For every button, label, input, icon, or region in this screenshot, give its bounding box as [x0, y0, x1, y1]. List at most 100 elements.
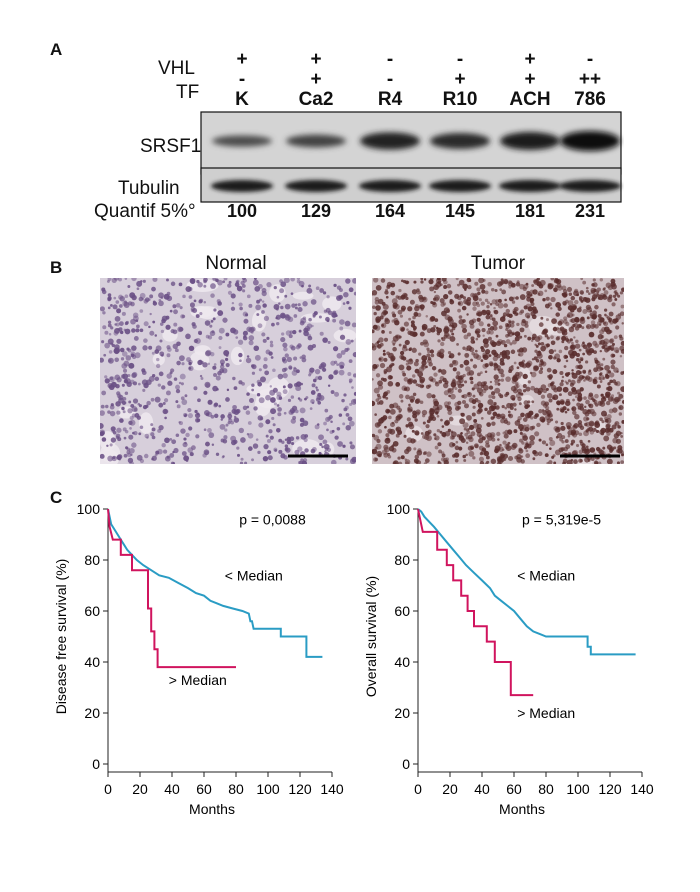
cell-nucleus: [563, 365, 567, 368]
y-axis-label: Disease free survival (%): [53, 559, 69, 715]
cell-nucleus: [129, 415, 134, 420]
cell-nucleus: [188, 345, 195, 351]
cell-nucleus: [518, 447, 523, 452]
cell-nucleus: [463, 403, 469, 409]
cell-nucleus: [611, 342, 615, 346]
cell-nucleus: [383, 357, 388, 362]
cell-nucleus: [412, 331, 418, 337]
cell-nucleus: [161, 443, 166, 448]
cell-nucleus: [556, 407, 560, 411]
cell-nucleus: [129, 461, 135, 464]
cell-nucleus: [465, 348, 469, 352]
cell-nucleus: [590, 397, 594, 401]
cell-nucleus: [454, 386, 458, 391]
lane-name: 786: [574, 89, 606, 110]
cell-nucleus: [245, 357, 252, 364]
cell-nucleus: [210, 283, 216, 289]
cell-nucleus: [456, 380, 462, 386]
cell-nucleus: [545, 387, 549, 391]
cell-nucleus: [119, 347, 125, 353]
cell-nucleus: [605, 400, 611, 406]
cell-nucleus: [462, 393, 468, 399]
cell-nucleus: [564, 439, 569, 443]
cell-nucleus: [601, 367, 604, 371]
cell-nucleus: [550, 296, 556, 303]
cell-nucleus: [620, 460, 624, 464]
cell-nucleus: [519, 294, 526, 300]
cell-nucleus: [186, 357, 192, 363]
cell-nucleus: [174, 348, 179, 353]
cell-nucleus: [100, 410, 105, 416]
cell-nucleus: [604, 364, 610, 371]
cell-nucleus: [467, 427, 471, 431]
cell-nucleus: [585, 445, 589, 449]
cell-nucleus: [563, 319, 568, 324]
cell-nucleus: [561, 327, 567, 334]
cell-nucleus: [376, 438, 381, 444]
western-blot: [200, 111, 622, 203]
cell-nucleus: [406, 365, 412, 371]
cell-nucleus: [468, 370, 475, 376]
cell-nucleus: [333, 283, 337, 288]
cell-nucleus: [577, 376, 583, 382]
cell-nucleus: [342, 422, 346, 426]
cell-nucleus: [345, 413, 350, 417]
cell-nucleus: [563, 316, 568, 321]
cell-nucleus: [380, 311, 387, 317]
cell-nucleus: [101, 287, 106, 292]
x-axis-label: Months: [189, 801, 235, 817]
cell-nucleus: [284, 353, 289, 358]
cell-nucleus: [123, 453, 128, 458]
cell-nucleus: [562, 300, 567, 306]
cell-nucleus: [203, 278, 208, 283]
cell-nucleus: [173, 322, 178, 327]
cell-nucleus: [522, 364, 525, 368]
cell-nucleus: [467, 332, 472, 337]
cell-nucleus: [232, 404, 237, 410]
cell-nucleus: [382, 349, 386, 353]
cell-nucleus: [591, 411, 597, 417]
cell-nucleus: [246, 294, 251, 299]
cell-nucleus: [258, 368, 262, 372]
cell-nucleus: [571, 372, 578, 379]
cell-nucleus: [491, 437, 496, 442]
cell-nucleus: [342, 444, 346, 448]
cell-nucleus: [191, 322, 196, 327]
cell-nucleus: [598, 323, 602, 327]
cell-nucleus: [621, 322, 624, 325]
cell-nucleus: [541, 409, 545, 412]
cell-nucleus: [520, 412, 525, 418]
cell-nucleus: [352, 352, 356, 358]
cell-nucleus: [567, 300, 574, 306]
cell-nucleus: [372, 305, 376, 309]
cell-nucleus: [540, 400, 546, 406]
cell-nucleus: [262, 303, 267, 308]
cell-nucleus: [372, 329, 375, 334]
cell-nucleus: [558, 349, 563, 354]
cell-nucleus: [618, 412, 623, 416]
cell-nucleus: [211, 330, 215, 334]
cell-nucleus: [555, 278, 562, 285]
cell-nucleus: [475, 337, 479, 341]
cell-nucleus: [223, 350, 230, 357]
cell-nucleus: [374, 457, 379, 462]
cell-nucleus: [601, 410, 607, 417]
cell-nucleus: [574, 299, 579, 305]
tissue-lumen: [196, 306, 220, 320]
cell-nucleus: [284, 444, 289, 448]
cell-nucleus: [152, 278, 158, 282]
cell-nucleus: [378, 418, 384, 424]
cell-nucleus: [388, 415, 392, 420]
cell-nucleus: [387, 375, 393, 380]
cell-nucleus: [139, 328, 144, 333]
cell-nucleus: [315, 397, 321, 402]
cell-nucleus: [605, 391, 611, 398]
cell-nucleus: [405, 394, 410, 400]
cell-nucleus: [405, 424, 409, 428]
cell-nucleus: [131, 328, 136, 333]
cell-nucleus: [615, 349, 619, 354]
cell-nucleus: [434, 435, 440, 441]
cell-nucleus: [372, 378, 374, 381]
cell-nucleus: [385, 295, 389, 299]
cell-nucleus: [203, 284, 207, 288]
